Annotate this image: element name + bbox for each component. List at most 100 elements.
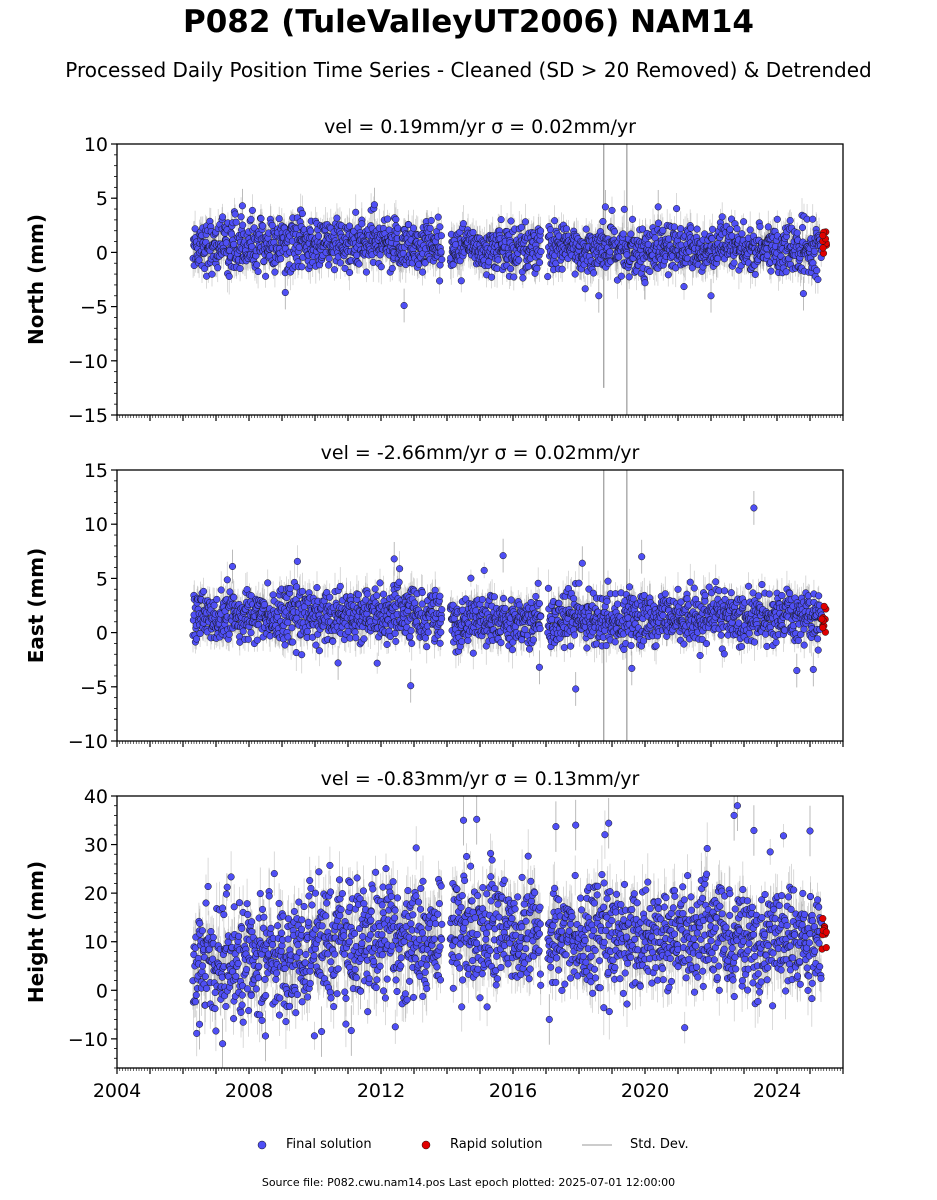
final-point — [654, 219, 663, 227]
final-point — [236, 264, 244, 273]
final-point — [708, 225, 717, 233]
final-point — [409, 224, 417, 232]
final-point — [384, 215, 392, 223]
final-point — [346, 268, 354, 277]
final-point — [222, 239, 230, 247]
final-point — [376, 251, 384, 259]
final-point — [536, 258, 544, 267]
plot-area — [189, 144, 830, 415]
final-point — [421, 259, 429, 267]
y-tick-label: 10 — [84, 134, 108, 156]
final-point — [730, 259, 738, 267]
final-point — [336, 259, 344, 267]
panel-title: vel = 0.19mm/yr σ = 0.02mm/yr — [324, 116, 636, 138]
y-axis-label: East (mm) — [24, 548, 48, 664]
final-point — [298, 209, 306, 218]
final-point — [764, 223, 772, 231]
final-point — [419, 268, 427, 276]
final-point — [457, 277, 465, 285]
final-point — [404, 221, 413, 229]
final-point — [810, 247, 818, 255]
y-tick-label: −10 — [68, 351, 108, 373]
final-point — [275, 215, 283, 223]
final-point — [469, 228, 477, 236]
final-point — [257, 215, 265, 223]
final-point — [362, 268, 370, 276]
final-point — [497, 216, 505, 224]
final-point — [562, 225, 571, 233]
final-point — [515, 256, 523, 264]
final-point — [488, 273, 496, 281]
y-axis-label: North (mm) — [24, 214, 48, 345]
final-point — [352, 208, 360, 216]
final-point — [677, 225, 685, 233]
final-point — [693, 225, 701, 233]
final-point — [558, 265, 566, 273]
final-point — [537, 227, 545, 235]
y-tick-label: −5 — [80, 297, 108, 319]
final-point — [494, 256, 502, 264]
final-point-outlier — [601, 203, 609, 211]
panel-title: vel = -2.66mm/yr σ = 0.02mm/yr — [321, 442, 640, 464]
final-point — [582, 225, 590, 233]
final-point — [786, 216, 794, 225]
final-point — [260, 257, 268, 265]
final-point — [581, 285, 589, 293]
final-point — [537, 247, 545, 256]
final-point — [793, 229, 801, 237]
final-point — [358, 220, 366, 228]
final-point — [814, 275, 822, 284]
final-point-outlier — [595, 292, 603, 300]
final-point — [733, 225, 741, 233]
final-point — [277, 255, 285, 263]
final-point-outlier — [370, 201, 378, 209]
final-points — [189, 201, 826, 310]
final-point — [438, 255, 446, 264]
final-point — [610, 228, 619, 236]
stddev-bars — [192, 144, 822, 415]
final-point — [773, 215, 781, 223]
final-point — [628, 215, 637, 223]
final-point-outlier — [238, 202, 246, 210]
final-point — [307, 227, 315, 235]
final-point — [449, 261, 457, 269]
final-point — [427, 216, 435, 225]
final-point — [680, 283, 688, 291]
final-point — [394, 224, 402, 232]
final-point — [330, 266, 339, 274]
final-point — [392, 215, 400, 223]
final-point — [620, 205, 628, 213]
final-point — [262, 272, 270, 280]
y-tick-label: 0 — [96, 242, 108, 264]
figure-title: P082 (TuleValleyUT2006) NAM14 — [182, 4, 755, 40]
final-point — [228, 230, 236, 238]
final-point — [813, 266, 821, 275]
final-point — [195, 256, 203, 264]
final-point — [485, 258, 493, 266]
final-point — [333, 214, 341, 222]
final-point — [237, 213, 245, 221]
final-point — [325, 254, 333, 263]
final-point — [437, 248, 445, 256]
final-point — [533, 264, 541, 273]
final-point — [325, 261, 333, 269]
final-point — [687, 224, 695, 232]
figure-subtitle: Processed Daily Position Time Series - C… — [65, 58, 872, 82]
plot-area — [189, 470, 830, 741]
final-point — [767, 267, 775, 275]
final-point — [254, 267, 262, 276]
final-point-outlier — [707, 292, 715, 300]
final-point — [219, 213, 227, 221]
final-point — [619, 230, 627, 238]
final-point — [507, 265, 515, 273]
final-point — [436, 223, 444, 231]
final-point-outlier — [281, 288, 289, 297]
final-point — [728, 232, 736, 240]
y-tick-label: −15 — [68, 405, 108, 427]
final-point — [673, 205, 681, 213]
final-point — [646, 267, 654, 276]
final-point — [625, 273, 633, 281]
final-point — [426, 224, 434, 232]
final-point — [590, 269, 598, 277]
